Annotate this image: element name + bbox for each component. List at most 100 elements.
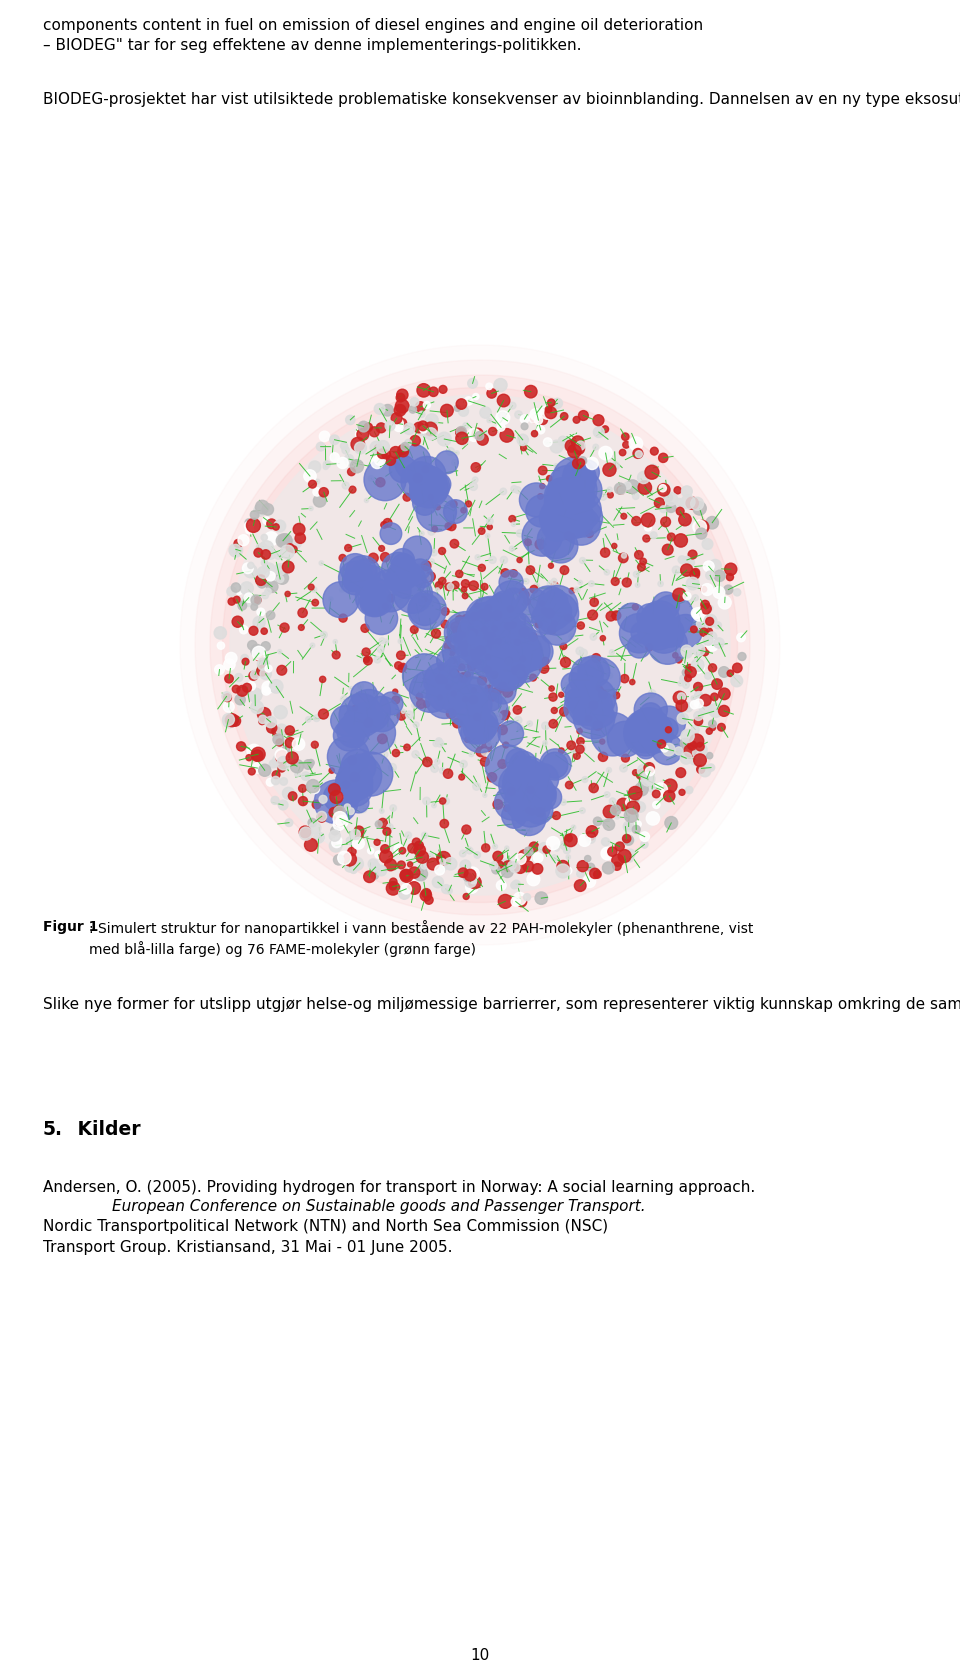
Circle shape (577, 738, 585, 744)
Circle shape (673, 589, 686, 601)
Circle shape (545, 407, 557, 418)
Circle shape (478, 636, 486, 642)
Circle shape (390, 447, 401, 458)
Circle shape (541, 510, 573, 540)
Circle shape (470, 646, 502, 676)
Circle shape (553, 457, 596, 500)
Circle shape (392, 418, 403, 430)
Circle shape (469, 619, 475, 626)
Circle shape (620, 765, 627, 771)
Circle shape (573, 443, 585, 453)
Circle shape (303, 470, 316, 482)
Circle shape (493, 800, 503, 810)
Circle shape (701, 601, 709, 609)
Circle shape (704, 560, 714, 572)
Circle shape (738, 652, 746, 661)
Circle shape (462, 587, 467, 592)
Circle shape (447, 659, 453, 664)
Circle shape (571, 825, 576, 830)
Circle shape (634, 713, 673, 751)
Circle shape (598, 688, 604, 693)
Circle shape (452, 671, 457, 676)
Circle shape (665, 816, 678, 830)
Circle shape (441, 405, 453, 417)
Circle shape (591, 713, 635, 756)
Circle shape (415, 842, 423, 850)
Circle shape (261, 659, 268, 666)
Circle shape (339, 755, 382, 798)
Circle shape (357, 428, 369, 440)
Circle shape (470, 612, 502, 644)
Circle shape (483, 624, 515, 656)
Circle shape (236, 741, 246, 751)
Circle shape (286, 751, 299, 765)
Circle shape (276, 751, 289, 765)
Circle shape (324, 465, 328, 470)
Circle shape (419, 412, 425, 417)
Circle shape (280, 622, 289, 632)
Circle shape (461, 619, 468, 627)
Circle shape (195, 360, 765, 930)
Circle shape (475, 432, 484, 440)
Circle shape (226, 652, 237, 664)
Circle shape (518, 850, 531, 862)
Circle shape (540, 601, 545, 606)
Circle shape (481, 636, 488, 642)
Circle shape (614, 815, 619, 820)
Circle shape (554, 845, 560, 852)
Circle shape (552, 584, 560, 592)
Circle shape (410, 470, 448, 509)
Circle shape (602, 427, 609, 433)
Circle shape (317, 811, 326, 821)
Circle shape (695, 520, 708, 534)
Circle shape (510, 622, 516, 627)
Circle shape (667, 534, 675, 540)
Circle shape (496, 624, 517, 644)
Circle shape (262, 592, 269, 599)
Circle shape (241, 654, 249, 663)
Circle shape (499, 765, 540, 806)
Circle shape (683, 681, 689, 688)
Circle shape (352, 706, 358, 711)
Circle shape (437, 852, 450, 865)
Circle shape (681, 564, 693, 576)
Circle shape (604, 569, 610, 576)
Circle shape (517, 673, 523, 679)
Circle shape (410, 872, 421, 883)
Circle shape (438, 432, 451, 447)
Circle shape (350, 773, 360, 781)
Circle shape (453, 634, 462, 642)
Circle shape (484, 666, 492, 673)
Circle shape (520, 415, 529, 423)
Circle shape (623, 835, 634, 845)
Circle shape (697, 616, 704, 622)
Circle shape (567, 445, 581, 458)
Circle shape (505, 646, 541, 683)
Circle shape (514, 892, 526, 905)
Circle shape (545, 515, 566, 535)
Circle shape (633, 494, 639, 500)
Circle shape (348, 753, 393, 796)
Circle shape (602, 838, 610, 847)
Circle shape (625, 850, 635, 858)
Circle shape (681, 738, 690, 748)
Circle shape (535, 892, 547, 905)
Circle shape (681, 753, 692, 765)
Circle shape (631, 711, 672, 753)
Circle shape (477, 602, 485, 611)
Circle shape (486, 646, 529, 689)
Circle shape (487, 388, 496, 398)
Circle shape (372, 457, 383, 468)
Circle shape (544, 529, 578, 562)
Circle shape (308, 760, 314, 766)
Circle shape (362, 656, 368, 663)
Circle shape (477, 641, 484, 647)
Circle shape (230, 395, 730, 895)
Circle shape (462, 619, 468, 626)
Circle shape (532, 863, 542, 875)
Circle shape (334, 778, 363, 806)
Circle shape (511, 632, 534, 656)
Circle shape (498, 634, 530, 666)
Circle shape (462, 641, 471, 649)
Circle shape (656, 718, 678, 739)
